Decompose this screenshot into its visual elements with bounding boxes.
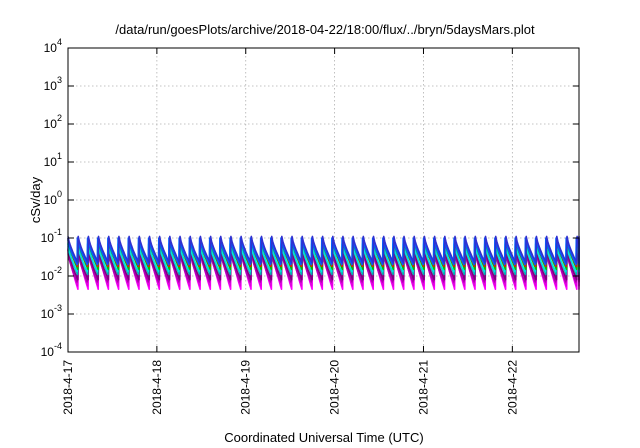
y-tick-label: 103 — [44, 75, 62, 93]
y-axis-label: cSv/day — [28, 176, 43, 223]
y-tick-label: 101 — [44, 151, 62, 169]
y-axis-ticks: 10-4 10-3 10-2 10-1 100 101 102 103 104 — [41, 37, 579, 359]
x-axis-ticks: 2018-4-17 2018-4-18 2018-4-19 2018-4-20 2018… — [61, 48, 519, 415]
x-tick-label: 2018-4-22 — [505, 360, 519, 415]
x-tick-label: 2018-4-19 — [239, 360, 253, 415]
series-line-10 — [67, 235, 580, 264]
y-tick-label: 100 — [44, 189, 62, 207]
chart-title: /data/run/goesPlots/archive/2018-04-22/1… — [115, 22, 535, 37]
x-tick-label: 2018-4-17 — [61, 360, 75, 415]
x-tick-label: 2018-4-21 — [416, 360, 430, 415]
y-tick-label: 10-2 — [41, 265, 62, 283]
y-tick-label: 102 — [44, 113, 62, 131]
y-tick-label: 10-3 — [41, 303, 62, 321]
y-tick-label: 10-4 — [41, 341, 62, 359]
x-tick-label: 2018-4-18 — [150, 360, 164, 415]
grid — [67, 48, 579, 352]
x-tick-label: 2018-4-20 — [328, 360, 342, 415]
series-line-9 — [67, 237, 580, 266]
series-group — [67, 235, 580, 290]
y-tick-label: 10-1 — [41, 227, 62, 245]
y-tick-label: 104 — [44, 37, 62, 55]
x-axis-label: Coordinated Universal Time (UTC) — [224, 430, 423, 445]
